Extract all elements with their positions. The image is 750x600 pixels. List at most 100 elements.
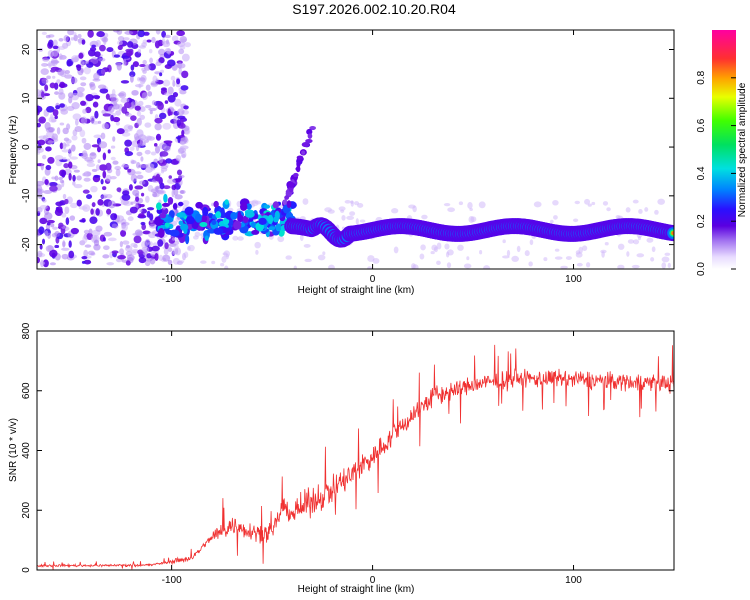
noise-blob — [130, 115, 137, 122]
noise-blob — [110, 156, 116, 161]
noise-blob — [223, 250, 231, 258]
noise-blob — [122, 58, 127, 66]
y-tick-label: 800 — [21, 322, 32, 339]
noise-blob — [117, 35, 125, 42]
noise-blob — [128, 184, 133, 191]
colorbar-gradient — [712, 30, 736, 269]
noise-blob — [144, 64, 151, 71]
noise-blob — [633, 239, 640, 245]
noise-blob — [328, 264, 335, 269]
track-blob — [258, 217, 267, 225]
noise-blob — [155, 133, 162, 141]
noise-blob — [552, 199, 559, 206]
noise-blob — [89, 115, 96, 123]
noise-blob — [58, 176, 63, 181]
noise-blob — [37, 105, 43, 113]
noise-blob — [50, 60, 60, 64]
noise-blob — [116, 187, 122, 193]
noise-blob — [97, 84, 107, 90]
noise-blob — [116, 62, 122, 71]
noise-blob — [60, 108, 69, 115]
noise-blob — [108, 105, 115, 113]
noise-blob — [145, 163, 155, 169]
noise-blob — [58, 53, 63, 61]
noise-blob — [49, 262, 56, 266]
noise-blob — [76, 199, 82, 207]
noise-blob — [82, 189, 90, 194]
noise-blob — [585, 262, 591, 268]
snr-series-line — [37, 344, 674, 570]
noise-blob — [135, 196, 140, 202]
noise-blob — [661, 256, 670, 263]
noise-blob — [136, 118, 142, 126]
noise-blob — [134, 83, 144, 88]
noise-blob — [100, 195, 107, 199]
noise-blob — [153, 158, 159, 164]
noise-blob — [393, 246, 399, 254]
noise-blob — [96, 146, 101, 153]
noise-blob — [142, 69, 147, 74]
noise-blob — [102, 186, 107, 191]
noise-blob — [602, 201, 609, 206]
noise-blob — [91, 144, 100, 148]
noise-blob — [181, 70, 189, 79]
noise-blob — [147, 207, 155, 211]
noise-blob — [186, 246, 191, 251]
noise-blob — [162, 122, 172, 130]
noise-blob — [51, 176, 56, 180]
noise-blob — [91, 202, 96, 208]
noise-blob — [154, 253, 159, 261]
noise-blob — [184, 42, 191, 48]
noise-blob — [636, 253, 645, 258]
noise-blob — [109, 175, 117, 180]
noise-blob — [154, 145, 161, 154]
noise-blob — [349, 211, 356, 216]
noise-blob — [211, 260, 216, 265]
noise-blob — [120, 164, 130, 168]
noise-blob — [601, 251, 605, 258]
noise-blob — [119, 240, 123, 248]
track-segment — [671, 231, 674, 235]
noise-blob — [91, 95, 101, 99]
noise-blob — [163, 248, 169, 255]
noise-blob — [121, 193, 131, 201]
noise-blob — [625, 207, 631, 213]
noise-blob — [68, 161, 73, 169]
noise-blob — [144, 104, 152, 109]
noise-blob — [59, 81, 66, 89]
noise-blob — [66, 123, 71, 130]
noise-blob — [307, 133, 313, 139]
noise-blob — [95, 164, 100, 171]
noise-blob — [45, 146, 52, 152]
noise-blob — [102, 237, 106, 242]
noise-blob — [98, 141, 108, 149]
noise-blob — [142, 59, 147, 65]
noise-blob — [151, 245, 160, 252]
noise-blob — [93, 72, 100, 81]
noise-blob — [79, 59, 85, 68]
noise-blob — [155, 61, 162, 66]
noise-blob — [287, 181, 295, 188]
noise-blob — [149, 257, 156, 265]
noise-blob — [591, 201, 596, 206]
noise-blob — [173, 115, 178, 123]
noise-blob — [40, 163, 44, 171]
noise-blob — [560, 265, 568, 269]
noise-blob — [162, 40, 171, 48]
noise-blob — [170, 75, 176, 81]
y-tick-label: -20 — [21, 237, 32, 252]
noise-blob — [178, 174, 185, 179]
noise-blob — [113, 103, 120, 110]
noise-blob — [113, 30, 120, 33]
noise-blob — [127, 216, 134, 222]
noise-blob — [121, 106, 128, 114]
noise-blob — [180, 189, 186, 195]
snr-marks — [37, 344, 674, 570]
noise-blob — [81, 152, 89, 159]
noise-blob — [59, 122, 65, 126]
noise-blob — [181, 53, 190, 62]
noise-blob — [147, 90, 153, 97]
track-blob — [211, 219, 217, 226]
noise-blob — [516, 245, 521, 253]
noise-blob — [346, 215, 355, 220]
